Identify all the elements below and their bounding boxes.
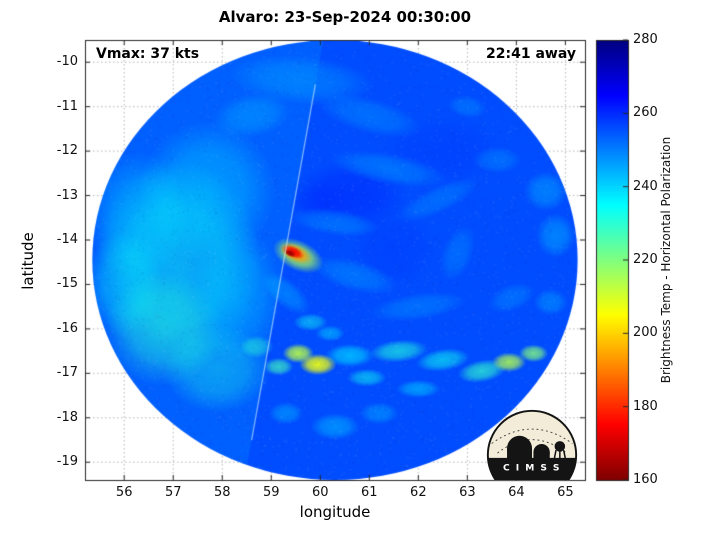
x-axis-label: longitude [299,503,371,521]
x-tick-label: 61 [361,485,378,500]
y-tick-label: -16 [56,320,78,336]
eta-annotation: 22:41 away [486,46,576,62]
y-tick-label: -19 [56,454,78,470]
logo-text: C I M S S [503,463,561,473]
y-tick-label: -13 [56,187,78,203]
observatory-base [533,452,550,460]
vmax-annotation: Vmax: 37 kts [96,46,200,62]
x-tick-label: 62 [410,485,427,500]
y-axis-label: latitude [19,232,37,290]
cimss-logo: C I M S S [484,407,580,480]
plot-title: Alvaro: 23-Sep-2024 00:30:00 [218,8,472,26]
y-tick-label: -18 [56,409,78,425]
y-tick-label: -10 [56,54,78,70]
annotation-row: Vmax: 37 kts 22:41 away [85,46,585,62]
colorbar-tick-label: 160 [633,472,658,487]
x-tick-label: 60 [312,485,329,500]
colorbar-tick-label: 180 [633,398,658,414]
y-tick-label: -11 [56,98,78,114]
observatory-base [507,448,532,460]
y-tick-label: -17 [56,365,78,381]
x-tick-label: 57 [164,485,182,500]
logo-star-trail-icon [491,428,573,444]
colorbar-tick-label: 220 [633,252,658,267]
x-tick-label: 64 [508,485,525,500]
y-tick-label: -12 [56,143,78,159]
colorbar-tick-label: 260 [633,105,658,121]
x-tick-label: 58 [213,485,231,500]
y-tick-label: -14 [56,232,78,247]
logo-band [487,457,577,480]
y-tick-label: -15 [56,276,78,292]
x-tick-label: 63 [459,485,476,500]
colorbar-tick-label: 280 [633,32,658,47]
x-tick-label: 59 [262,485,280,500]
x-tick-label: 65 [557,485,574,500]
cimss-logo-svg: C I M S S [486,409,578,480]
colorbar-tick-label: 200 [633,325,658,341]
water-tower-icon [554,441,566,452]
x-tick-label: 56 [115,485,133,500]
colorbar-tick-label: 240 [633,178,658,194]
